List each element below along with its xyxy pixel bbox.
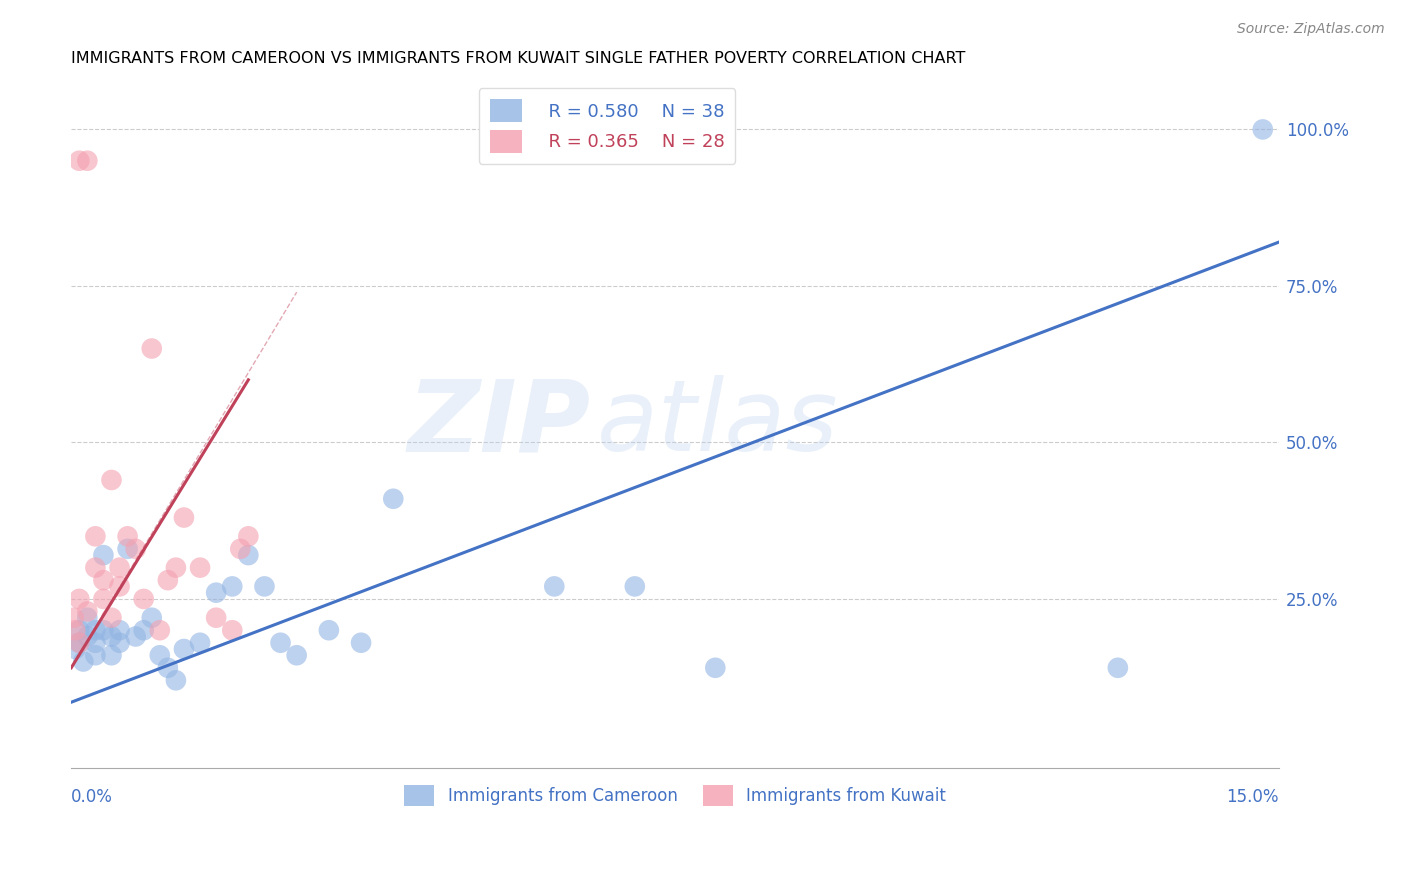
Point: [72, 655, 94, 669]
Point: [93, 573, 115, 587]
Point: [165, 560, 187, 574]
Text: ZIP: ZIP: [408, 376, 591, 472]
Point: [84, 529, 107, 543]
Point: [238, 548, 260, 562]
Point: [205, 585, 228, 599]
Point: [93, 591, 115, 606]
Point: [67, 591, 90, 606]
Point: [221, 624, 243, 638]
Point: [108, 624, 131, 638]
Point: [67, 153, 90, 168]
Point: [543, 579, 565, 593]
Point: [67, 636, 90, 650]
Point: [117, 529, 139, 543]
Point: [132, 624, 155, 638]
Point: [100, 648, 122, 663]
Point: [149, 648, 172, 663]
Point: [173, 510, 195, 524]
Point: [76, 630, 98, 644]
Point: [238, 529, 260, 543]
Point: [108, 636, 131, 650]
Point: [67, 636, 90, 650]
Point: [221, 579, 243, 593]
Point: [156, 573, 179, 587]
Point: [173, 642, 195, 657]
Text: IMMIGRANTS FROM CAMEROON VS IMMIGRANTS FROM KUWAIT SINGLE FATHER POVERTY CORRELA: IMMIGRANTS FROM CAMEROON VS IMMIGRANTS F…: [72, 51, 966, 66]
Point: [93, 624, 115, 638]
Point: [108, 560, 131, 574]
Point: [165, 673, 187, 688]
Point: [124, 630, 146, 644]
Point: [84, 636, 107, 650]
Text: Source: ZipAtlas.com: Source: ZipAtlas.com: [1237, 22, 1385, 37]
Point: [350, 636, 373, 650]
Point: [65, 642, 87, 657]
Point: [149, 624, 172, 638]
Point: [67, 624, 90, 638]
Point: [253, 579, 276, 593]
Point: [156, 661, 179, 675]
Point: [285, 648, 308, 663]
Point: [704, 661, 727, 675]
Point: [132, 591, 155, 606]
Point: [229, 541, 252, 556]
Point: [623, 579, 645, 593]
Point: [76, 604, 98, 618]
Point: [100, 610, 122, 624]
Point: [188, 636, 211, 650]
Point: [62, 610, 84, 624]
Point: [382, 491, 405, 506]
Point: [124, 541, 146, 556]
Text: 15.0%: 15.0%: [1226, 789, 1279, 806]
Point: [65, 624, 87, 638]
Point: [141, 610, 163, 624]
Point: [1251, 122, 1274, 136]
Point: [318, 624, 340, 638]
Point: [76, 610, 98, 624]
Point: [100, 473, 122, 487]
Point: [188, 560, 211, 574]
Point: [141, 342, 163, 356]
Point: [84, 624, 107, 638]
Point: [84, 560, 107, 574]
Point: [84, 648, 107, 663]
Legend: Immigrants from Cameroon, Immigrants from Kuwait: Immigrants from Cameroon, Immigrants fro…: [396, 777, 955, 814]
Point: [108, 579, 131, 593]
Text: 0.0%: 0.0%: [72, 789, 112, 806]
Point: [117, 541, 139, 556]
Point: [205, 610, 228, 624]
Point: [270, 636, 292, 650]
Text: atlas: atlas: [596, 376, 838, 472]
Point: [93, 548, 115, 562]
Point: [76, 153, 98, 168]
Point: [100, 630, 122, 644]
Point: [1107, 661, 1129, 675]
